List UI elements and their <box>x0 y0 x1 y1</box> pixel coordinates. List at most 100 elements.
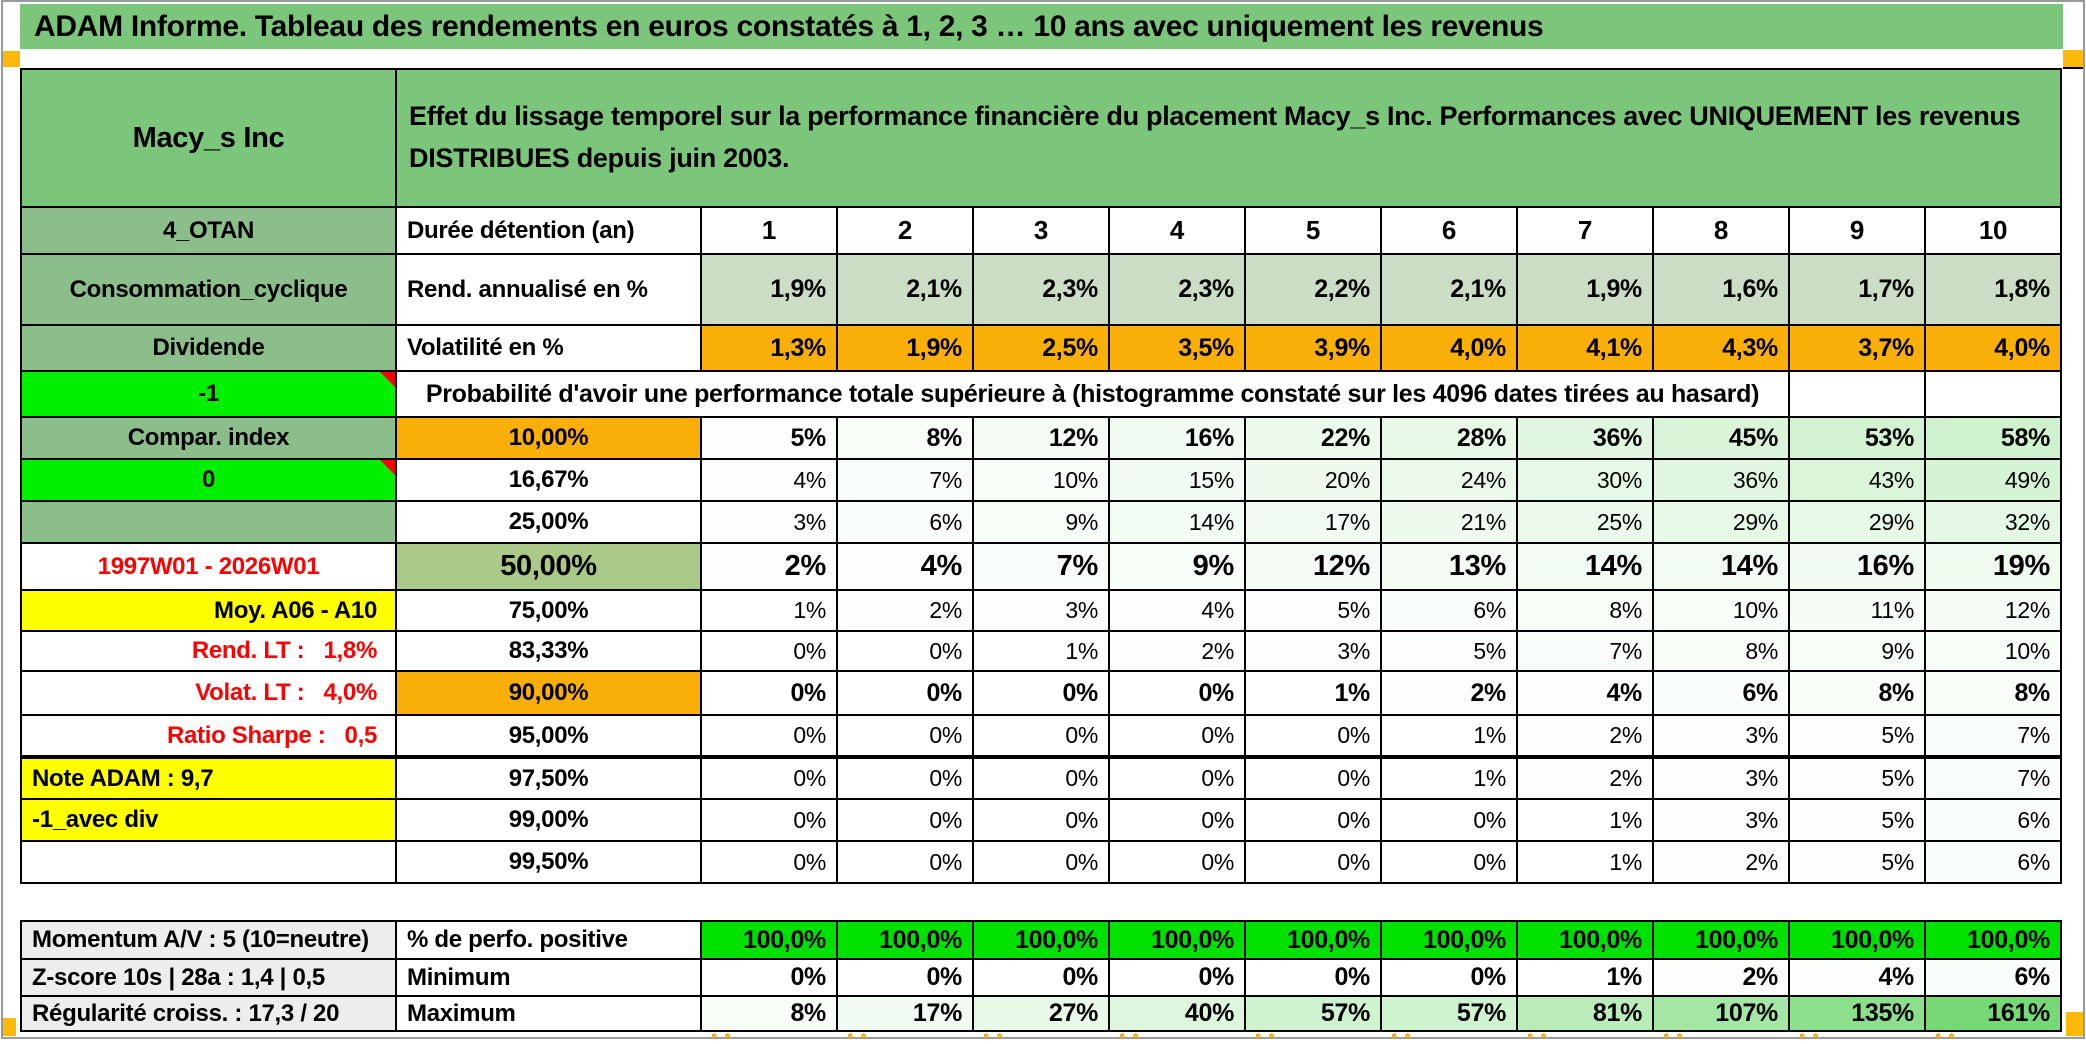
cell-min-y5[interactable]: 0% <box>1244 958 1382 997</box>
cell-proba-empty-9[interactable] <box>1788 370 1926 418</box>
cell-p90-y9[interactable]: 8% <box>1788 670 1926 716</box>
cell-min-y6[interactable]: 0% <box>1380 958 1518 997</box>
cell-pos-y9[interactable]: 100,0% <box>1788 920 1926 960</box>
cell-rend-label[interactable]: Consommation_cyclique <box>20 253 397 326</box>
cell-p75-y1[interactable]: 1% <box>700 589 838 632</box>
cell-volat-y9[interactable]: 3,7% <box>1788 324 1926 372</box>
cell-p83-label[interactable]: Rend. LT : 1,8% <box>20 630 397 672</box>
cell-p16-y2[interactable]: 7% <box>836 458 974 502</box>
cell-p975-y3[interactable]: 0% <box>972 756 1110 800</box>
cell-p50-y10[interactable]: 19% <box>1924 542 2062 591</box>
cell-p83-y6[interactable]: 5% <box>1380 630 1518 672</box>
cell-p95-y5[interactable]: 0% <box>1244 714 1382 759</box>
cell-pos-y3[interactable]: 100,0% <box>972 920 1110 960</box>
cell-volat-y6[interactable]: 4,0% <box>1380 324 1518 372</box>
cell-p90-y3[interactable]: 0% <box>972 670 1110 716</box>
cell-p16-y9[interactable]: 43% <box>1788 458 1926 502</box>
duration-header-cell[interactable]: Durée détention (an) <box>395 206 702 255</box>
cell-p25-label[interactable] <box>20 500 397 544</box>
cell-p995-y8[interactable]: 2% <box>1652 840 1790 884</box>
col-header-year-2[interactable]: 2 <box>836 206 974 255</box>
cell-p10-y9[interactable]: 53% <box>1788 416 1926 460</box>
cell-max-y7[interactable]: 81% <box>1516 995 1654 1032</box>
cell-rend-threshold[interactable]: Rend. annualisé en % <box>395 253 702 326</box>
cell-p75-y6[interactable]: 6% <box>1380 589 1518 632</box>
cell-p95-y2[interactable]: 0% <box>836 714 974 759</box>
cell-p50-y5[interactable]: 12% <box>1244 542 1382 591</box>
col-header-year-9[interactable]: 9 <box>1788 206 1926 255</box>
cell-p50-y3[interactable]: 7% <box>972 542 1110 591</box>
cell-p995-y7[interactable]: 1% <box>1516 840 1654 884</box>
cell-volat-y10[interactable]: 4,0% <box>1924 324 2062 372</box>
cell-p99-y8[interactable]: 3% <box>1652 798 1790 842</box>
cell-p99-y7[interactable]: 1% <box>1516 798 1654 842</box>
cell-p75-y4[interactable]: 4% <box>1108 589 1246 632</box>
cell-p75-threshold[interactable]: 75,00% <box>395 589 702 632</box>
cell-p975-y6[interactable]: 1% <box>1380 756 1518 800</box>
cell-p975-label[interactable]: Note ADAM : 9,7 <box>20 756 397 800</box>
cell-p90-y8[interactable]: 6% <box>1652 670 1790 716</box>
cell-p95-y6[interactable]: 1% <box>1380 714 1518 759</box>
cell-max-y5[interactable]: 57% <box>1244 995 1382 1032</box>
cell-p83-y2[interactable]: 0% <box>836 630 974 672</box>
cell-p10-label[interactable]: Compar. index <box>20 416 397 460</box>
cell-pos-y5[interactable]: 100,0% <box>1244 920 1382 960</box>
cell-proba-empty-10[interactable] <box>1924 370 2062 418</box>
cell-p16-label[interactable]: 0 <box>20 458 397 502</box>
cell-p83-y9[interactable]: 9% <box>1788 630 1926 672</box>
cell-max-label[interactable]: Régularité croiss. : 17,3 / 20 <box>20 995 397 1032</box>
cell-p25-y7[interactable]: 25% <box>1516 500 1654 544</box>
cell-rend-y6[interactable]: 2,1% <box>1380 253 1518 326</box>
cell-p975-y8[interactable]: 3% <box>1652 756 1790 800</box>
probability-header-cell[interactable]: Probabilité d'avoir une performance tota… <box>395 370 1790 418</box>
cell-pos-y6[interactable]: 100,0% <box>1380 920 1518 960</box>
cell-p16-y7[interactable]: 30% <box>1516 458 1654 502</box>
cell-volat-y3[interactable]: 2,5% <box>972 324 1110 372</box>
cell-p995-y1[interactable]: 0% <box>700 840 838 884</box>
col-header-year-1[interactable]: 1 <box>700 206 838 255</box>
separator-green-cell[interactable] <box>21 883 396 921</box>
cell-max-y10[interactable]: 161% <box>1924 995 2062 1032</box>
cell-max-y4[interactable]: 40% <box>1108 995 1246 1032</box>
cell-max-y3[interactable]: 27% <box>972 995 1110 1032</box>
cell-rend-y10[interactable]: 1,8% <box>1924 253 2062 326</box>
cell-p99-threshold[interactable]: 99,00% <box>395 798 702 842</box>
cell-p25-y3[interactable]: 9% <box>972 500 1110 544</box>
cell-p90-y10[interactable]: 8% <box>1924 670 2062 716</box>
cell-p90-label[interactable]: Volat. LT : 4,0% <box>20 670 397 716</box>
cell-pos-threshold[interactable]: % de perfo. positive <box>395 920 702 960</box>
cell-min-threshold[interactable]: Minimum <box>395 958 702 997</box>
cell-p95-y8[interactable]: 3% <box>1652 714 1790 759</box>
cell-rend-y4[interactable]: 2,3% <box>1108 253 1246 326</box>
cell-min-y7[interactable]: 1% <box>1516 958 1654 997</box>
cell-rend-y2[interactable]: 2,1% <box>836 253 974 326</box>
cell-p975-y4[interactable]: 0% <box>1108 756 1246 800</box>
cell-p995-y4[interactable]: 0% <box>1108 840 1246 884</box>
cell-p16-threshold[interactable]: 16,67% <box>395 458 702 502</box>
cell-p16-y1[interactable]: 4% <box>700 458 838 502</box>
cell-rend-y5[interactable]: 2,2% <box>1244 253 1382 326</box>
col-header-year-10[interactable]: 10 <box>1924 206 2062 255</box>
cell-p83-y3[interactable]: 1% <box>972 630 1110 672</box>
cell-p16-y10[interactable]: 49% <box>1924 458 2062 502</box>
col-header-year-4[interactable]: 4 <box>1108 206 1246 255</box>
cell-max-y1[interactable]: 8% <box>700 995 838 1032</box>
cell-p995-label[interactable] <box>20 840 397 884</box>
cell-p83-y10[interactable]: 10% <box>1924 630 2062 672</box>
cell-p99-y4[interactable]: 0% <box>1108 798 1246 842</box>
cell-p25-threshold[interactable]: 25,00% <box>395 500 702 544</box>
cell-volat-y5[interactable]: 3,9% <box>1244 324 1382 372</box>
cell-p75-y9[interactable]: 11% <box>1788 589 1926 632</box>
cell-p99-y2[interactable]: 0% <box>836 798 974 842</box>
cell-p75-y3[interactable]: 3% <box>972 589 1110 632</box>
cell-min-y1[interactable]: 0% <box>700 958 838 997</box>
cell-p25-y10[interactable]: 32% <box>1924 500 2062 544</box>
sheet-title[interactable]: ADAM Informe. Tableau des rendements en … <box>20 4 2063 49</box>
cell-rend-y1[interactable]: 1,9% <box>700 253 838 326</box>
cell-p99-y3[interactable]: 0% <box>972 798 1110 842</box>
cell-p90-y2[interactable]: 0% <box>836 670 974 716</box>
cell-max-threshold[interactable]: Maximum <box>395 995 702 1032</box>
cell-p75-y8[interactable]: 10% <box>1652 589 1790 632</box>
header-description-cell[interactable]: Effet du lissage temporel sur la perform… <box>395 68 2062 208</box>
cell-p10-y5[interactable]: 22% <box>1244 416 1382 460</box>
